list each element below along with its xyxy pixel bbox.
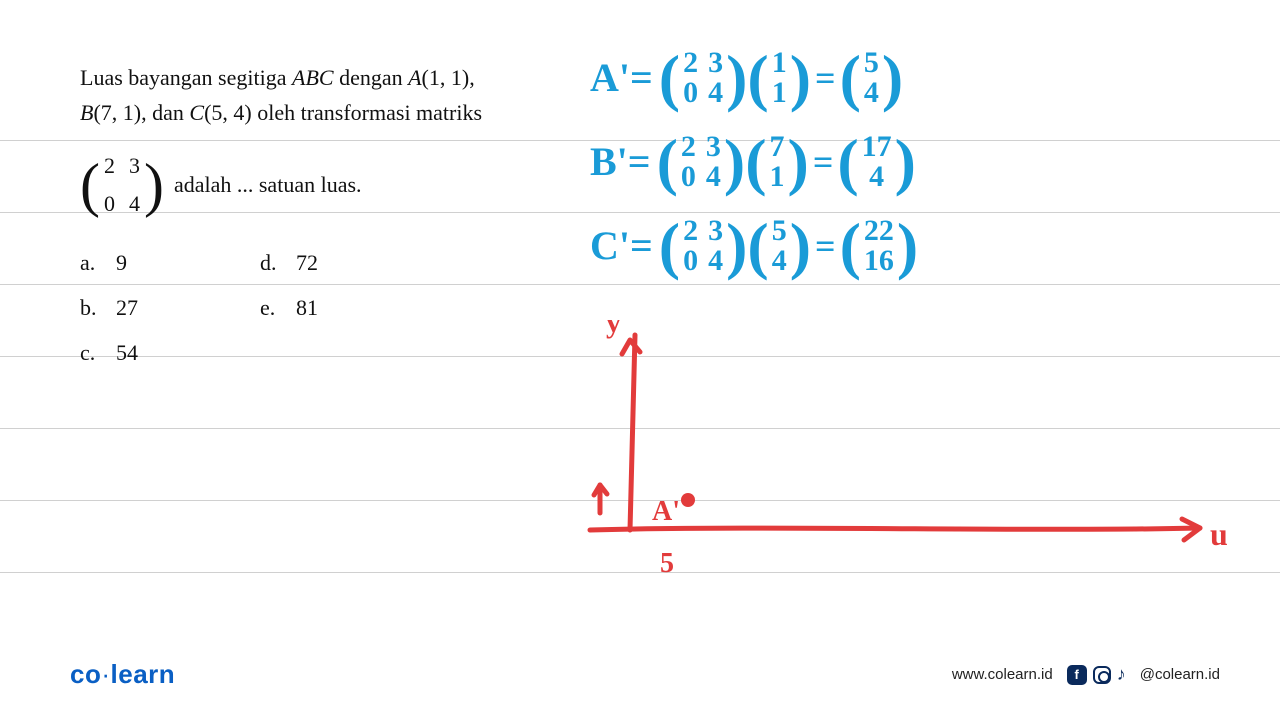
point-b-label: B bbox=[80, 100, 93, 125]
matrix-cell: 2 bbox=[104, 148, 115, 183]
question-text: Luas bayangan segitiga ABC dengan A(1, 1… bbox=[80, 60, 560, 130]
handwritten-row-a: A'= ( 23 04 ) ( 11 ) = ( 54 ) bbox=[590, 48, 903, 108]
footer-right: www.colearn.id f ♪ @colearn.id bbox=[952, 664, 1220, 685]
question-matrix-row: ( 2 3 0 4 ) adalah ... satuan luas. bbox=[80, 148, 560, 220]
x-axis-label: u bbox=[1210, 516, 1228, 552]
answer-options: a.9 d.72 b.27 e.81 c.54 bbox=[80, 245, 560, 371]
brand-logo: co·learn bbox=[70, 659, 175, 690]
point-a-prime-label: A' bbox=[652, 496, 680, 527]
social-icons: f ♪ bbox=[1067, 664, 1126, 685]
option-b: b.27 bbox=[80, 290, 260, 325]
point-c-coords: (5, 4) oleh transformasi matriks bbox=[204, 100, 482, 125]
question-tail: adalah ... satuan luas. bbox=[174, 167, 362, 202]
question-text-fragment: Luas bayangan segitiga bbox=[80, 65, 292, 90]
point-a-coords: (1, 1), bbox=[422, 65, 475, 90]
x-tick-5: 5 bbox=[660, 548, 674, 579]
footer-handle: @colearn.id bbox=[1140, 666, 1220, 683]
matrix-cell: 0 bbox=[104, 186, 115, 221]
matrix-cell: 4 bbox=[129, 186, 140, 221]
transformation-matrix: ( 2 3 0 4 ) bbox=[80, 148, 164, 220]
question-block: Luas bayangan segitiga ABC dengan A(1, 1… bbox=[80, 60, 560, 370]
point-c-label: C bbox=[189, 100, 204, 125]
tiktok-icon: ♪ bbox=[1117, 664, 1126, 685]
instagram-icon bbox=[1093, 666, 1111, 684]
facebook-icon: f bbox=[1067, 665, 1087, 685]
red-sketch: y u A' 5 bbox=[560, 320, 1260, 620]
hw-label: C'= bbox=[590, 226, 653, 266]
handwritten-row-c: C'= ( 23 04 ) ( 54 ) = ( 2216 ) bbox=[590, 216, 918, 276]
question-abc: ABC bbox=[292, 65, 334, 90]
option-a: a.9 bbox=[80, 245, 260, 280]
y-axis-label: y bbox=[606, 320, 621, 339]
point-a-label: A bbox=[408, 65, 421, 90]
option-d: d.72 bbox=[260, 245, 440, 280]
footer-url: www.colearn.id bbox=[952, 666, 1053, 683]
option-c: c.54 bbox=[80, 335, 260, 370]
hw-label: A'= bbox=[590, 58, 653, 98]
matrix-cell: 3 bbox=[129, 148, 140, 183]
option-e: e.81 bbox=[260, 290, 440, 325]
hw-label: B'= bbox=[590, 142, 651, 182]
point-b-coords: (7, 1), dan bbox=[93, 100, 189, 125]
handwritten-row-b: B'= ( 23 04 ) ( 71 ) = ( 174 ) bbox=[590, 132, 916, 192]
question-text-fragment: dengan bbox=[334, 65, 409, 90]
footer: co·learn www.colearn.id f ♪ @colearn.id bbox=[70, 659, 1220, 690]
